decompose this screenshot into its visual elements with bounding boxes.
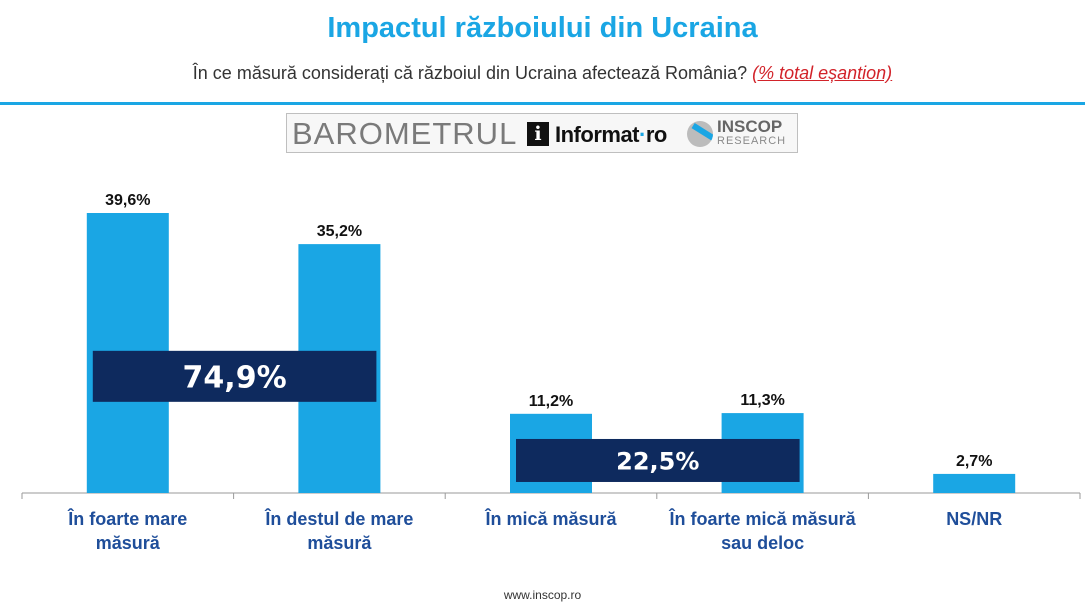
inscop-research-label: RESEARCH xyxy=(717,135,787,147)
category-label: măsură xyxy=(307,533,372,553)
category-label: În foarte mare xyxy=(67,508,187,529)
inscop-wordmark: INSCOP xyxy=(717,117,783,136)
bar xyxy=(933,473,1016,493)
category-label: NS/NR xyxy=(946,509,1002,529)
chart-subtitle: În ce măsură considerați că războiul din… xyxy=(0,63,1085,84)
aggregate-box xyxy=(516,438,800,482)
category-label: În destul de mare xyxy=(264,508,413,529)
informat-dot: · xyxy=(639,122,646,147)
barometru-wordmark: BAROMETRUL xyxy=(292,116,518,151)
bar-value-label: 35,2% xyxy=(317,223,362,240)
bar-value-label: 11,2% xyxy=(529,393,573,410)
category-label: măsură xyxy=(96,533,161,553)
aggregate-box xyxy=(92,350,377,402)
footer-url: www.inscop.ro xyxy=(503,588,582,602)
category-label: În foarte mică măsură xyxy=(669,508,857,529)
informat-tld: ro xyxy=(645,122,668,147)
informat-name: Informat xyxy=(555,122,640,147)
category-label: În mică măsură xyxy=(484,508,617,529)
header-divider xyxy=(0,102,1085,105)
barometer-banner: BAROMETRUL i Informat·ro INSCOP RESEARCH xyxy=(286,113,798,153)
aggregate-label: 74,9% xyxy=(183,360,287,395)
bar-value-label: 11,3% xyxy=(740,392,784,409)
inscop-logo-icon xyxy=(687,121,713,147)
bar-value-label: 2,7% xyxy=(956,453,992,470)
informat-wordmark: Informat·ro xyxy=(555,122,667,148)
subtitle-question: În ce măsură considerați că războiul din… xyxy=(192,63,748,83)
chart-title: Impactul războiului din Ucraina xyxy=(327,12,758,44)
aggregate-label: 22,5% xyxy=(616,447,699,475)
subtitle-note: (% total eșantion) xyxy=(752,63,893,83)
category-label: sau deloc xyxy=(721,533,804,553)
informat-logo-icon: i xyxy=(527,122,549,146)
bar-value-label: 39,6% xyxy=(105,192,150,209)
